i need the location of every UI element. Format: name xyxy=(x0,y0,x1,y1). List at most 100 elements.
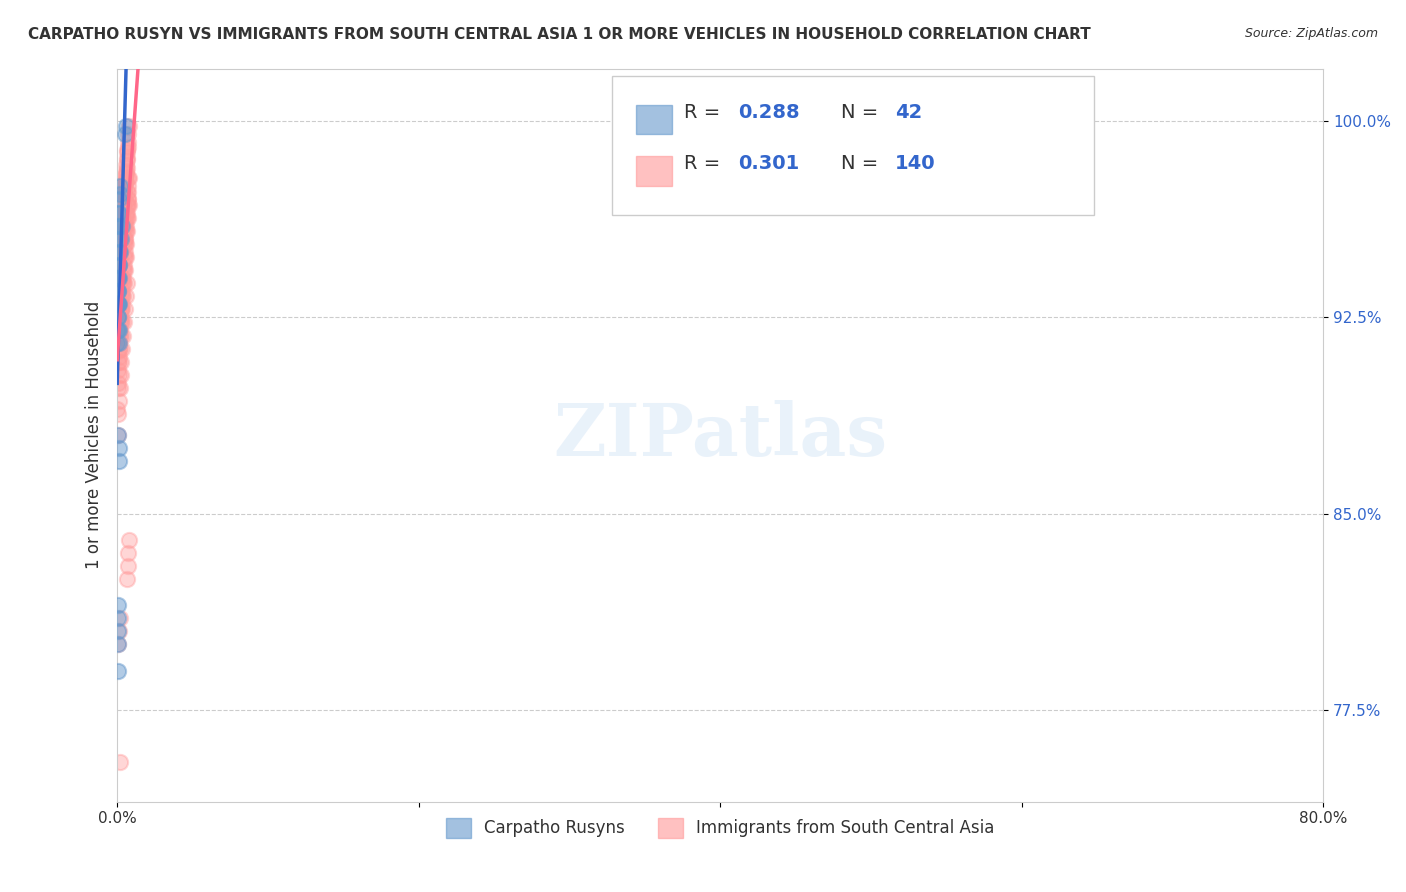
Point xyxy=(105,336,128,351)
Text: R =: R = xyxy=(685,103,727,122)
Point xyxy=(110,310,132,325)
Point xyxy=(108,236,131,251)
Point xyxy=(107,323,129,337)
Point xyxy=(110,221,132,235)
Point xyxy=(108,316,131,330)
Point xyxy=(118,533,141,547)
Point xyxy=(107,310,129,325)
Text: 140: 140 xyxy=(896,154,936,173)
Point xyxy=(115,224,138,238)
Point xyxy=(108,179,131,194)
Point xyxy=(107,381,129,395)
Point xyxy=(107,638,129,652)
Point xyxy=(107,205,129,219)
Point xyxy=(115,158,138,172)
Point xyxy=(112,185,135,199)
Point xyxy=(112,276,135,290)
Point xyxy=(114,127,136,141)
FancyBboxPatch shape xyxy=(612,76,1094,215)
Point xyxy=(108,323,131,337)
Point xyxy=(107,297,129,311)
Point xyxy=(114,163,136,178)
Point xyxy=(110,239,132,253)
Point xyxy=(108,193,131,207)
Point xyxy=(107,664,129,678)
Point xyxy=(107,297,129,311)
Point xyxy=(107,297,129,311)
Point xyxy=(112,263,135,277)
Point xyxy=(108,342,131,356)
Point xyxy=(107,284,129,298)
Point xyxy=(107,611,129,625)
Point xyxy=(110,227,132,241)
Point xyxy=(115,211,138,225)
Point xyxy=(112,219,135,233)
Point xyxy=(117,143,139,157)
Point xyxy=(110,289,132,303)
Point xyxy=(107,271,129,285)
Point xyxy=(108,232,131,246)
Point xyxy=(115,166,138,180)
Point xyxy=(107,454,129,468)
Point xyxy=(110,213,132,227)
Point xyxy=(111,263,134,277)
Point xyxy=(114,263,136,277)
Point xyxy=(112,190,135,204)
Point xyxy=(107,624,129,639)
Point xyxy=(107,258,129,272)
Point xyxy=(117,145,139,160)
Point xyxy=(107,441,129,455)
Point xyxy=(111,219,134,233)
Point xyxy=(107,276,129,290)
Point xyxy=(114,232,136,246)
Point xyxy=(114,289,136,303)
Point xyxy=(107,271,129,285)
Point xyxy=(108,297,131,311)
Point xyxy=(114,250,136,264)
Point xyxy=(107,292,129,306)
Point xyxy=(117,171,139,186)
Point xyxy=(107,407,129,421)
Point xyxy=(108,336,131,351)
Point xyxy=(115,197,138,211)
Bar xyxy=(636,156,672,186)
Point xyxy=(111,195,134,210)
Point xyxy=(108,244,131,259)
Point xyxy=(110,219,132,233)
Point xyxy=(111,271,134,285)
Point xyxy=(111,208,134,222)
Point xyxy=(111,202,134,217)
Point xyxy=(108,244,131,259)
Point xyxy=(107,271,129,285)
Point xyxy=(107,297,129,311)
Point xyxy=(110,328,132,343)
Point xyxy=(108,611,131,625)
Point xyxy=(107,355,129,369)
Point xyxy=(112,271,135,285)
Point xyxy=(108,297,131,311)
Point xyxy=(110,355,132,369)
Point xyxy=(115,161,138,175)
Point xyxy=(107,598,129,612)
Point xyxy=(115,276,138,290)
Point xyxy=(111,232,134,246)
Point xyxy=(112,316,135,330)
Point xyxy=(117,140,139,154)
Point xyxy=(111,297,134,311)
Y-axis label: 1 or more Vehicles in Household: 1 or more Vehicles in Household xyxy=(86,301,103,569)
Point xyxy=(108,271,131,285)
Point xyxy=(111,342,134,356)
Point xyxy=(117,193,139,207)
Point xyxy=(108,355,131,369)
Point xyxy=(107,205,129,219)
Point xyxy=(107,284,129,298)
Point xyxy=(108,187,131,202)
Point xyxy=(111,289,134,303)
Point xyxy=(117,185,139,199)
Point xyxy=(114,169,136,183)
Point xyxy=(115,205,138,219)
Point xyxy=(114,236,136,251)
Point xyxy=(112,289,135,303)
Point xyxy=(107,323,129,337)
Point xyxy=(107,428,129,442)
